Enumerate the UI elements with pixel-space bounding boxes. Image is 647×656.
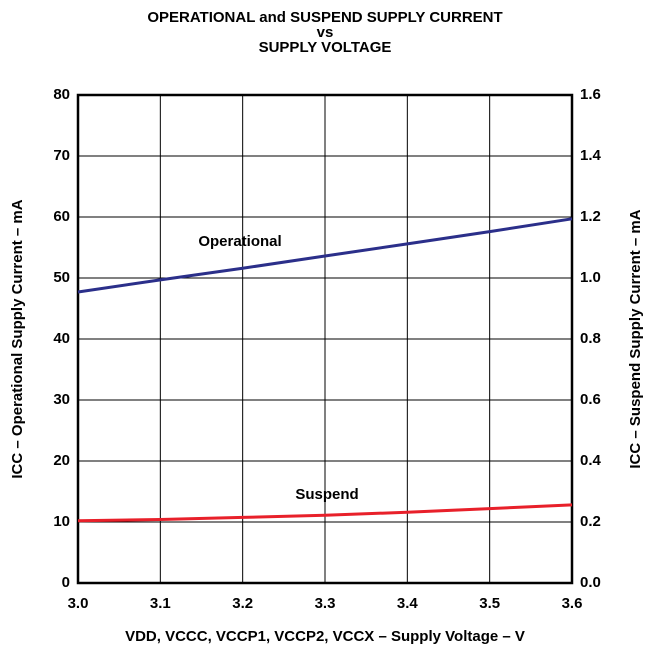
x-tick-label: 3.4 <box>397 595 419 612</box>
y-tick-label: 30 <box>53 391 70 408</box>
chart-title: vs <box>317 24 334 41</box>
series-line <box>77 503 573 523</box>
x-tick-label: 3.3 <box>315 595 336 612</box>
chart-title: SUPPLY VOLTAGE <box>259 39 392 56</box>
y2-tick-label: 0.8 <box>580 330 601 347</box>
x-tick-label: 3.1 <box>150 595 171 612</box>
y-tick-label: 10 <box>53 513 70 530</box>
x-tick-label: 3.6 <box>562 595 583 612</box>
x-tick-label: 3.5 <box>479 595 500 612</box>
y2-tick-label: 0.6 <box>580 391 601 408</box>
y2-tick-label: 0.0 <box>580 574 601 591</box>
y2-tick-label: 1.4 <box>580 147 602 164</box>
plot-frame <box>76 93 574 585</box>
y-tick-label: 0 <box>62 574 70 591</box>
x-tick-label: 3.0 <box>68 595 89 612</box>
series-label: Suspend <box>295 486 358 503</box>
y-axis-label: ICC – Operational Supply Current – mA <box>9 199 26 478</box>
y-tick-label: 20 <box>53 452 70 469</box>
y-tick-label: 60 <box>53 208 70 225</box>
y-tick-label: 40 <box>53 330 70 347</box>
y-tick-label: 70 <box>53 147 70 164</box>
y2-axis-label: ICC – Suspend Supply Current – mA <box>627 209 644 468</box>
x-tick-label: 3.2 <box>232 595 253 612</box>
y-tick-label: 50 <box>53 269 70 286</box>
y2-tick-label: 0.4 <box>580 452 602 469</box>
y2-tick-label: 0.2 <box>580 513 601 530</box>
y2-tick-label: 1.6 <box>580 86 601 103</box>
y-tick-label: 80 <box>53 86 70 103</box>
chart-title: OPERATIONAL and SUSPEND SUPPLY CURRENT <box>147 9 502 26</box>
y2-tick-label: 1.0 <box>580 269 601 286</box>
y2-tick-label: 1.2 <box>580 208 601 225</box>
series-label: Operational <box>198 233 281 250</box>
x-axis-label: VDD, VCCC, VCCP1, VCCP2, VCCX – Supply V… <box>125 628 525 645</box>
series-line <box>77 217 573 294</box>
